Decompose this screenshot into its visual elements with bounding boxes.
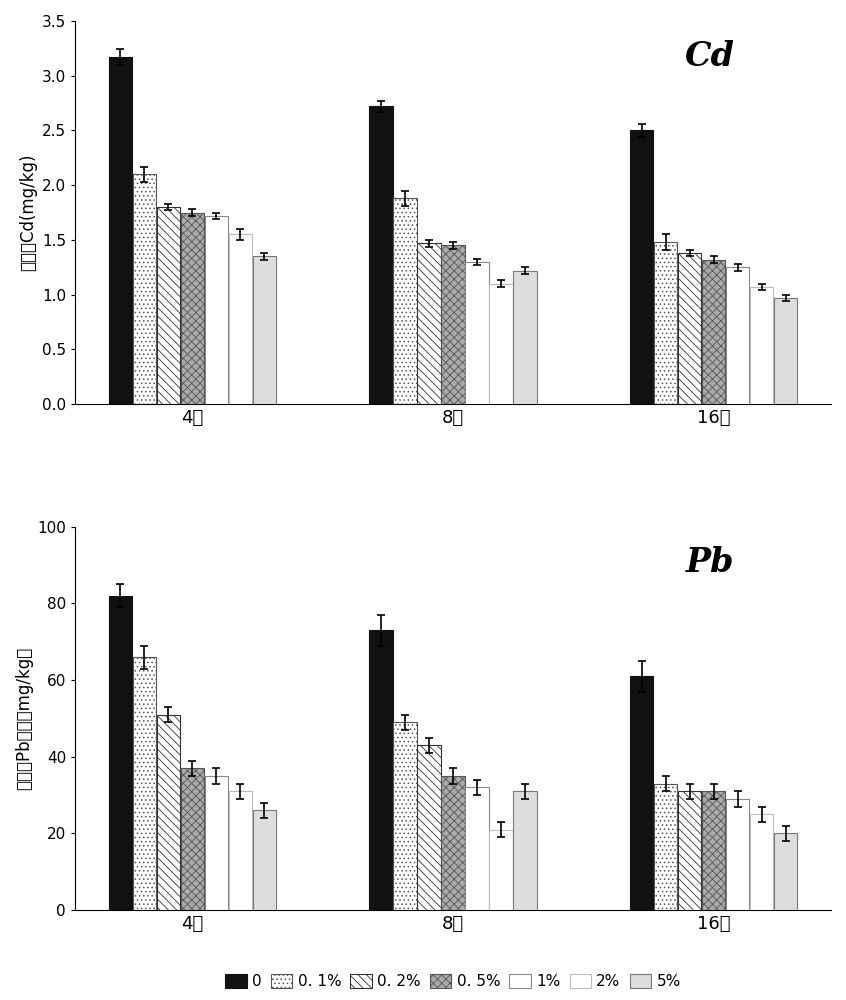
- Bar: [393, 722, 417, 910]
- Bar: [465, 262, 489, 404]
- Bar: [702, 791, 725, 910]
- Legend: 0, 0. 1%, 0. 2%, 0. 5%, 1%, 2%, 5%: 0, 0. 1%, 0. 2%, 0. 5%, 1%, 2%, 5%: [219, 967, 687, 995]
- Bar: [133, 174, 156, 404]
- Bar: [205, 776, 228, 910]
- Bar: [253, 810, 276, 910]
- Bar: [157, 207, 180, 404]
- Bar: [181, 768, 204, 910]
- Bar: [750, 287, 773, 404]
- Bar: [157, 715, 180, 910]
- Bar: [205, 216, 228, 404]
- Bar: [654, 784, 678, 910]
- Bar: [393, 198, 417, 404]
- Bar: [417, 243, 441, 404]
- Bar: [417, 745, 441, 910]
- Bar: [253, 256, 276, 404]
- Bar: [726, 799, 750, 910]
- Bar: [514, 791, 536, 910]
- Bar: [465, 787, 489, 910]
- Bar: [678, 791, 701, 910]
- Bar: [630, 676, 653, 910]
- Bar: [630, 130, 653, 404]
- Bar: [654, 242, 678, 404]
- Bar: [774, 833, 797, 910]
- Y-axis label: 有效态Cd(mg/kg): 有效态Cd(mg/kg): [19, 154, 37, 271]
- Bar: [228, 791, 252, 910]
- Bar: [702, 260, 725, 404]
- Bar: [489, 830, 513, 910]
- Bar: [678, 253, 701, 404]
- Bar: [228, 234, 252, 404]
- Bar: [514, 271, 536, 404]
- Bar: [370, 106, 393, 404]
- Bar: [726, 267, 750, 404]
- Bar: [370, 630, 393, 910]
- Bar: [774, 298, 797, 404]
- Text: Cd: Cd: [685, 40, 735, 73]
- Bar: [442, 245, 464, 404]
- Bar: [750, 814, 773, 910]
- Bar: [181, 213, 204, 404]
- Bar: [133, 657, 156, 910]
- Bar: [109, 57, 132, 404]
- Bar: [489, 284, 513, 404]
- Text: Pb: Pb: [686, 546, 734, 579]
- Bar: [442, 776, 464, 910]
- Bar: [109, 596, 132, 910]
- Y-axis label: 有效态Pb含量（mg/kg）: 有效态Pb含量（mg/kg）: [15, 647, 33, 790]
